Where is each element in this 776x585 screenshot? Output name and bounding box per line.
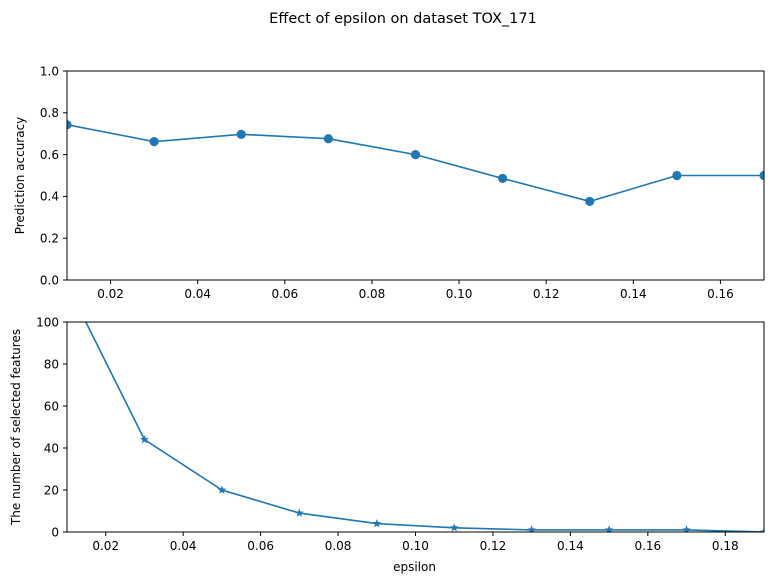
features-x-tick-label: 0.10 — [402, 539, 429, 553]
features-data-point — [682, 525, 691, 532]
accuracy-y-tick-label: 0.8 — [40, 106, 59, 120]
features-data-point — [449, 523, 459, 532]
features-data-point — [372, 519, 382, 528]
features-x-tick-label: 0.04 — [170, 539, 197, 553]
accuracy-data-point — [672, 170, 682, 181]
features-data-point — [140, 435, 149, 444]
features-data-point — [604, 525, 614, 532]
features-x-tick-label: 0.08 — [325, 539, 352, 553]
accuracy-y-tick-label: 0.0 — [40, 273, 59, 287]
accuracy-x-tick-label: 0.04 — [184, 287, 211, 301]
accuracy-y-tick-label: 0.2 — [40, 232, 59, 246]
accuracy-data-point — [410, 150, 421, 160]
features-series-line — [84, 322, 764, 532]
accuracy-x-tick-label: 0.14 — [620, 287, 647, 301]
features-x-tick-label: 0.14 — [557, 539, 584, 553]
accuracy-x-tick-label: 0.10 — [446, 287, 473, 301]
features-data-point — [527, 525, 537, 532]
features-axes-frame — [66, 321, 765, 533]
accuracy-axes-frame — [66, 70, 765, 281]
accuracy-x-tick-label: 0.08 — [359, 287, 386, 301]
features-x-axis-title: epsilon — [393, 560, 436, 574]
features-x-tick-label: 0.18 — [712, 539, 739, 553]
accuracy-data-point — [759, 170, 764, 181]
features-data-point — [759, 527, 764, 532]
accuracy-y-tick-label: 1.0 — [40, 64, 59, 78]
accuracy-y-tick-label: 0.6 — [40, 148, 59, 162]
features-data-point — [217, 485, 227, 494]
features-x-tick-label: 0.16 — [634, 539, 661, 553]
accuracy-data-point — [67, 120, 72, 130]
accuracy-series-line — [67, 123, 764, 203]
accuracy-x-tick-label: 0.12 — [533, 287, 560, 301]
features-y-tick-label: 100 — [36, 315, 59, 329]
accuracy-y-axis-title: Prediction accuracy — [13, 117, 27, 235]
accuracy-x-tick-label: 0.06 — [271, 287, 298, 301]
accuracy-data-point — [585, 196, 595, 207]
accuracy-data-point — [236, 129, 246, 139]
features-subplot: 0.02 0.04 0.06 0.08 0.10 0.12 0.14 0.16 0.18 0 20 4… — [9, 315, 765, 574]
accuracy-y-tick-label: 0.4 — [40, 190, 59, 204]
features-x-tick-label: 0.06 — [247, 539, 274, 553]
features-y-tick-label: 40 — [44, 441, 59, 455]
features-y-tick-label: 80 — [44, 357, 59, 371]
accuracy-x-tick-label: 0.02 — [97, 287, 124, 301]
features-data-point — [294, 508, 304, 517]
features-x-tick-label: 0.02 — [92, 539, 119, 553]
features-y-tick-label: 20 — [44, 483, 59, 497]
features-x-tick-label: 0.12 — [480, 539, 507, 553]
accuracy-data-point — [323, 134, 333, 144]
accuracy-subplot: 0.02 0.04 0.06 0.08 0.10 0.12 0.14 0.16 0.0 0.2 0.… — [13, 64, 765, 301]
features-y-axis-title: The number of selected features — [9, 329, 23, 526]
accuracy-x-tick-label: 0.16 — [707, 287, 734, 301]
features-y-tick-label: 60 — [44, 399, 59, 413]
accuracy-data-point — [149, 137, 159, 147]
accuracy-data-point — [498, 173, 508, 184]
figure-title: Effect of epsilon on dataset TOX_171 — [269, 11, 537, 27]
features-y-tick-label: 0 — [51, 525, 59, 539]
